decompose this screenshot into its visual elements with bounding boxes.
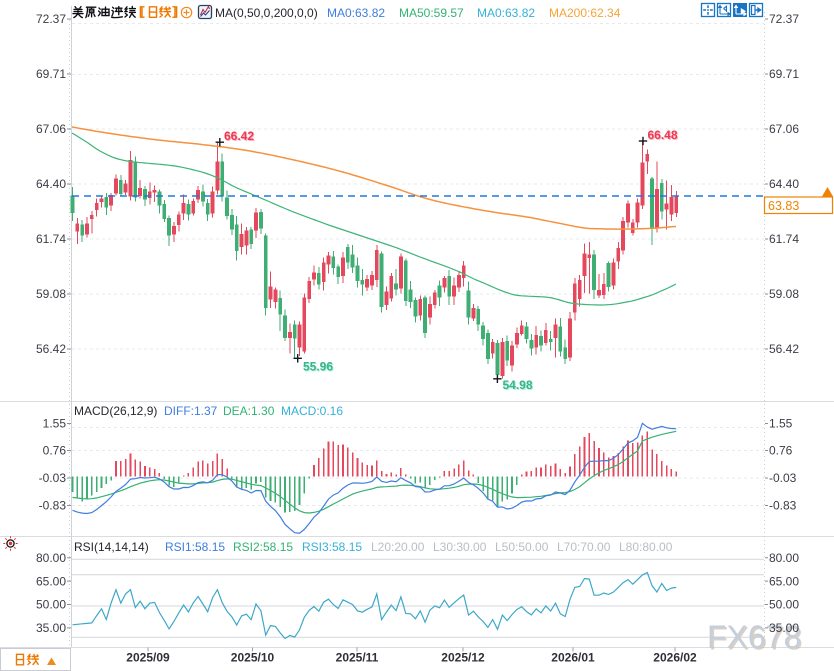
svg-text:2025/10: 2025/10: [231, 651, 275, 665]
svg-text:65.00: 65.00: [36, 574, 66, 588]
svg-text:-0.83: -0.83: [39, 499, 67, 513]
svg-text:2025/11: 2025/11: [336, 651, 379, 665]
svg-text:MA0:63.82: MA0:63.82: [477, 6, 535, 20]
svg-text:50.00: 50.00: [769, 598, 799, 612]
svg-text:L50:50.00: L50:50.00: [495, 540, 549, 554]
svg-text:35.00: 35.00: [36, 621, 66, 635]
svg-text:-0.83: -0.83: [769, 499, 797, 513]
svg-text:54.98: 54.98: [503, 379, 533, 393]
svg-text:1.55: 1.55: [769, 417, 793, 431]
svg-text:61.74: 61.74: [769, 232, 799, 246]
svg-text:2025/12: 2025/12: [441, 651, 485, 665]
svg-text:66.48: 66.48: [648, 128, 678, 142]
svg-text:35.00: 35.00: [769, 621, 799, 635]
svg-text:66.42: 66.42: [225, 130, 255, 144]
svg-text:69.71: 69.71: [769, 67, 799, 81]
svg-text:-0.03: -0.03: [769, 471, 797, 485]
svg-text:2026/02: 2026/02: [653, 651, 697, 665]
svg-text:L30:30.00: L30:30.00: [433, 540, 487, 554]
svg-text:66.42: 66.42: [224, 129, 254, 143]
svg-text:RSI2:58.15: RSI2:58.15: [233, 540, 293, 554]
svg-text:72.37: 72.37: [769, 12, 799, 26]
svg-text:63.83: 63.83: [768, 199, 799, 213]
svg-text:67.06: 67.06: [769, 122, 799, 136]
svg-text:MACD(26,12,9): MACD(26,12,9): [74, 404, 157, 418]
svg-text:2025/09: 2025/09: [126, 651, 170, 665]
svg-text:FX678: FX678: [709, 621, 803, 657]
svg-text:MACD:0.16: MACD:0.16: [281, 404, 343, 418]
svg-text:RSI(14,14,14): RSI(14,14,14): [74, 540, 149, 554]
svg-text:69.71: 69.71: [36, 67, 66, 81]
svg-text:RSI1:58.15: RSI1:58.15: [165, 540, 225, 554]
svg-text:L20:20.00: L20:20.00: [371, 540, 425, 554]
svg-text:59.08: 59.08: [36, 287, 66, 301]
svg-text:54.98: 54.98: [503, 378, 533, 392]
svg-text:L80:80.00: L80:80.00: [619, 540, 673, 554]
svg-text:L70:70.00: L70:70.00: [557, 540, 611, 554]
svg-text:0.76: 0.76: [769, 444, 793, 458]
svg-text:0.76: 0.76: [43, 444, 67, 458]
svg-text:DEA:1.30: DEA:1.30: [223, 404, 275, 418]
svg-text:72.37: 72.37: [36, 12, 66, 26]
svg-text:65.00: 65.00: [769, 574, 799, 588]
svg-text:56.42: 56.42: [769, 342, 799, 356]
svg-text:-0.03: -0.03: [39, 471, 67, 485]
svg-text:MA200:62.34: MA200:62.34: [549, 6, 621, 20]
svg-text:55.96: 55.96: [304, 360, 334, 374]
svg-text:1.55: 1.55: [43, 417, 67, 431]
svg-text:DIFF:1.37: DIFF:1.37: [164, 404, 218, 418]
svg-text:MA0:63.82: MA0:63.82: [327, 6, 385, 20]
svg-text:64.40: 64.40: [769, 177, 799, 191]
svg-text:FX678: FX678: [707, 619, 801, 655]
svg-text:RSI3:58.15: RSI3:58.15: [302, 540, 362, 554]
svg-text:61.74: 61.74: [36, 232, 66, 246]
svg-text:80.00: 80.00: [769, 551, 799, 565]
svg-text:66.48: 66.48: [648, 129, 678, 143]
svg-text:80.00: 80.00: [36, 551, 66, 565]
svg-text:55.96: 55.96: [303, 360, 333, 374]
svg-text:59.08: 59.08: [769, 287, 799, 301]
svg-text:MA50:59.57: MA50:59.57: [399, 6, 464, 20]
svg-text:56.42: 56.42: [36, 342, 66, 356]
svg-text:2026/01: 2026/01: [551, 651, 595, 665]
svg-text:50.00: 50.00: [36, 598, 66, 612]
svg-text:MA(0,50,0,200,0,0): MA(0,50,0,200,0,0): [215, 6, 318, 20]
svg-text:64.40: 64.40: [36, 177, 66, 191]
svg-text:67.06: 67.06: [36, 122, 66, 136]
